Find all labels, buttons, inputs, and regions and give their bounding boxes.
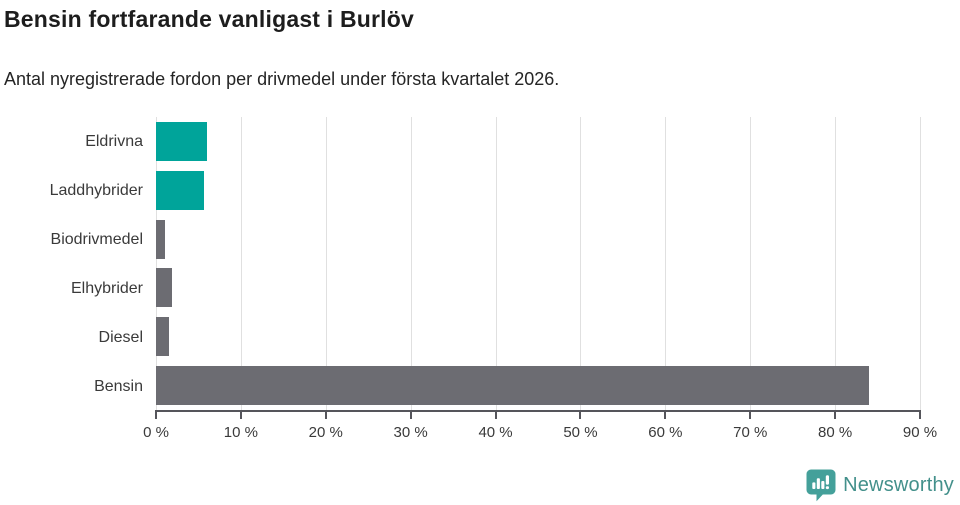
plot-row: Eldrivna Laddhybrider Biodrivmedel Elhybrid… [4, 117, 960, 419]
bar-row [156, 117, 920, 166]
axis-tick [834, 410, 837, 419]
bar-biodrivmedel [156, 219, 166, 259]
axis-tick [579, 410, 582, 419]
category-label: Diesel [98, 329, 143, 347]
x-axis-tick-labels: 0 % 10 % 20 % 30 % 40 % 50 % 60 % 70 % 80 % 90 % [143, 412, 937, 448]
tick-label: 60 % [648, 424, 683, 441]
axis-tick [749, 410, 752, 419]
gridline [156, 117, 157, 410]
category-label: Biodrivmedel [50, 230, 143, 248]
tick-label: 90 % [902, 424, 938, 441]
gridline [495, 117, 497, 410]
chart-title: Bensin fortfarande vanligast i Burlöv [4, 6, 414, 32]
tick-label: 10 % [223, 424, 258, 441]
gridline [835, 117, 837, 410]
tick-label: 50 % [563, 424, 598, 441]
bars-container [156, 117, 920, 410]
bar-row [156, 166, 920, 215]
horizontal-bar-chart: Eldrivna Laddhybrider Biodrivmedel Elhybrid… [4, 117, 960, 448]
tick-label: 20 % [308, 424, 343, 441]
bar-row [156, 263, 920, 312]
axis-tick [239, 410, 242, 419]
tick-label: 70 % [733, 424, 768, 441]
bar-diesel [156, 317, 169, 357]
gridline [325, 117, 327, 410]
bar-row [156, 215, 920, 264]
gridline [665, 117, 667, 410]
axis-tick [664, 410, 667, 419]
category-label: Eldrivna [85, 132, 143, 150]
category-label: Laddhybrider [49, 181, 143, 199]
bar-eldrivna [156, 121, 207, 161]
gridline [920, 117, 921, 410]
gridline [750, 117, 752, 410]
category-label: Elhybrider [70, 280, 143, 298]
tick-label: 0 % [143, 424, 169, 441]
axis-tick [409, 410, 412, 419]
category-label: Bensin [94, 378, 143, 396]
bar-bensin [156, 366, 870, 406]
axis-tick [155, 410, 157, 419]
chart-subtitle: Antal nyregistrerade fordon per drivmede… [4, 69, 560, 89]
tick-label: 30 % [393, 424, 428, 441]
gridline [580, 117, 582, 410]
gridline [240, 117, 242, 410]
bar-laddhybrider [156, 170, 204, 210]
axis-tick [324, 410, 327, 419]
axis-tick [494, 410, 497, 419]
newsworthy-logo[interactable]: Newsworthy [806, 469, 954, 502]
tick-label: 80 % [818, 424, 853, 441]
newsworthy-logo-text: Newsworthy [843, 474, 954, 496]
bar-row [156, 312, 920, 361]
bar-row [156, 361, 920, 410]
bar-elhybrider [156, 268, 173, 308]
gridline [410, 117, 412, 410]
axis-tick [919, 410, 921, 419]
plot-area [155, 117, 921, 419]
newsworthy-logo-icon [806, 469, 836, 502]
category-axis: Eldrivna Laddhybrider Biodrivmedel Elhybrid… [4, 117, 156, 412]
tick-label: 40 % [478, 424, 513, 441]
